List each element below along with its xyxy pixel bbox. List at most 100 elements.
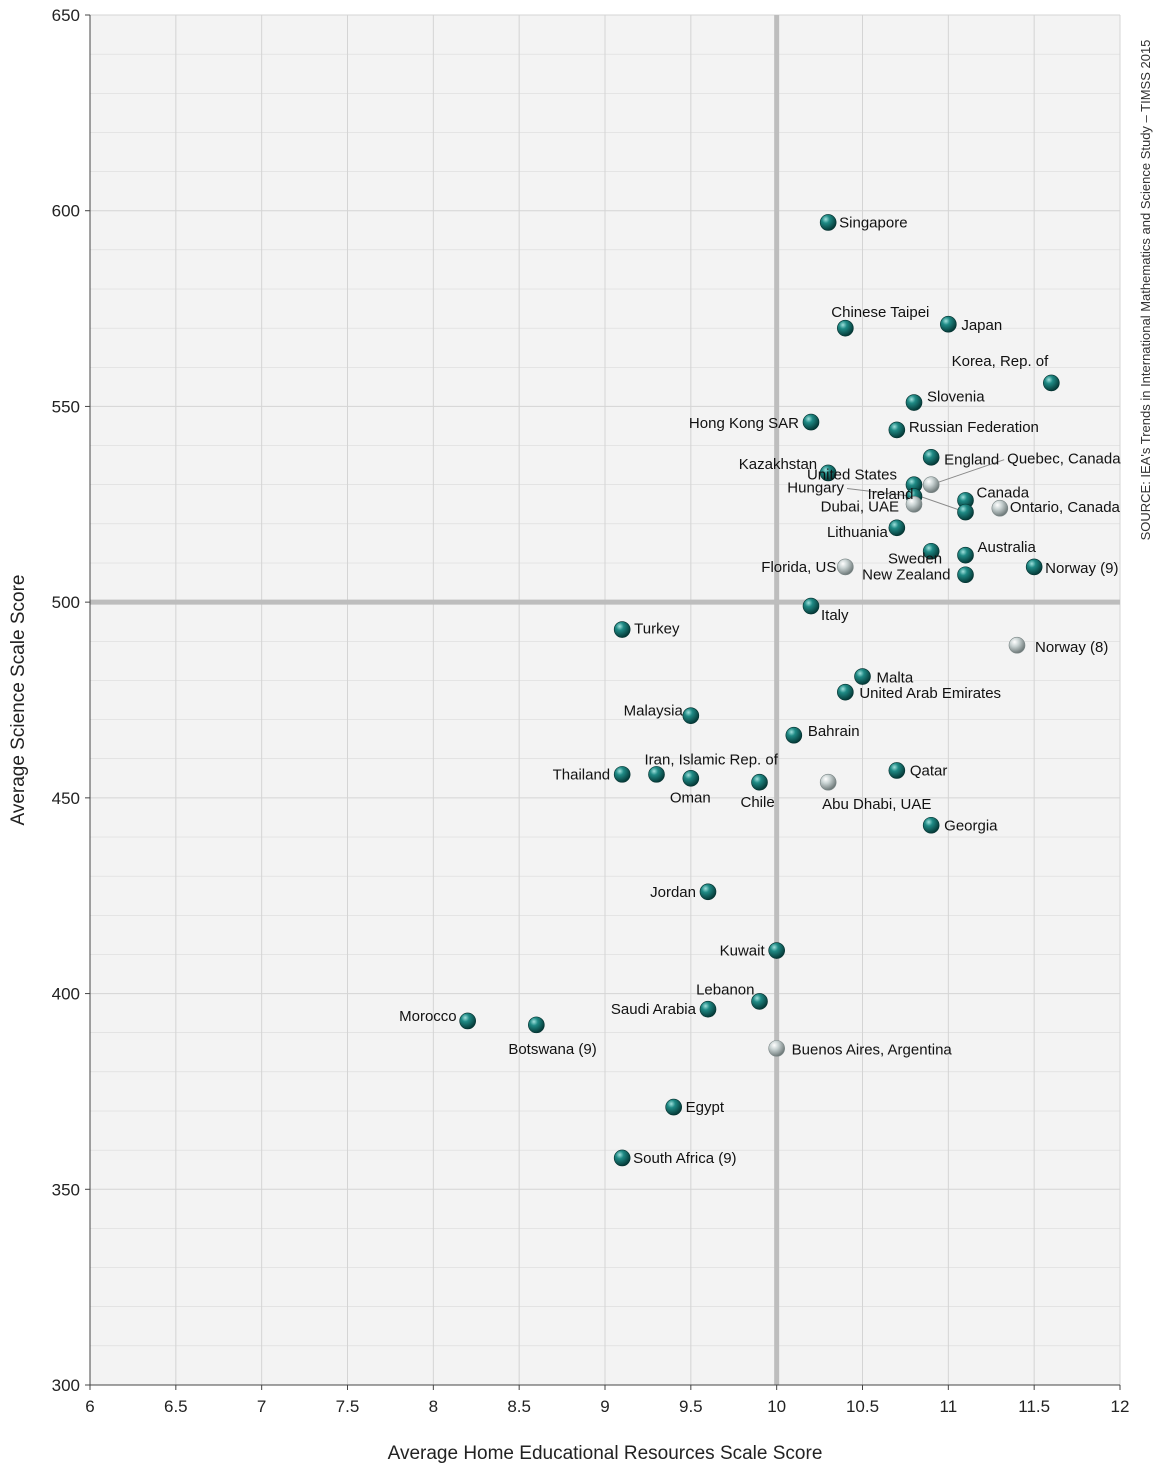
data-point bbox=[922, 476, 940, 494]
data-point bbox=[957, 546, 974, 564]
data-point bbox=[1008, 636, 1026, 654]
data-point bbox=[819, 464, 837, 482]
data-point bbox=[751, 993, 768, 1010]
data-label: Oman bbox=[670, 789, 711, 806]
data-label: Australia bbox=[978, 539, 1037, 556]
x-tick-label: 9 bbox=[600, 1397, 609, 1416]
data-label: Egypt bbox=[686, 1099, 725, 1116]
y-tick-label: 350 bbox=[52, 1180, 80, 1199]
y-tick-label: 650 bbox=[52, 6, 80, 25]
x-tick-label: 12 bbox=[1111, 1397, 1130, 1416]
data-point bbox=[1043, 374, 1060, 392]
data-label: Quebec, Canada bbox=[1007, 451, 1121, 468]
data-label: Georgia bbox=[944, 817, 998, 834]
data-point bbox=[905, 495, 923, 513]
data-label: Lithuania bbox=[827, 524, 889, 541]
leader-lines bbox=[846, 459, 1005, 513]
data-point bbox=[888, 421, 906, 439]
y-tick-label: 450 bbox=[52, 789, 80, 808]
data-point bbox=[819, 214, 837, 231]
data-label: Abu Dhabi, UAE bbox=[822, 796, 931, 813]
data-label: Chile bbox=[741, 794, 775, 811]
data-points bbox=[459, 214, 1060, 1167]
data-label: New Zealand bbox=[862, 567, 950, 584]
data-point bbox=[751, 773, 768, 791]
data-label: Saudi Arabia bbox=[611, 1001, 697, 1018]
data-point bbox=[459, 1012, 476, 1030]
data-label: Hungary bbox=[787, 479, 844, 496]
data-point bbox=[528, 1016, 545, 1034]
x-tick-label: 10.5 bbox=[846, 1397, 879, 1416]
data-point bbox=[905, 394, 923, 411]
data-label: Botswana (9) bbox=[508, 1041, 596, 1058]
x-tick-label: 6.5 bbox=[164, 1397, 188, 1416]
x-tick-label: 7 bbox=[257, 1397, 266, 1416]
data-label: Korea, Rep. of bbox=[952, 353, 1050, 370]
reference-lines bbox=[90, 15, 1120, 1385]
data-label: Thailand bbox=[553, 766, 611, 783]
leader-line bbox=[931, 459, 1005, 486]
data-label: Sweden bbox=[888, 550, 942, 567]
source-note: SOURCE: IEA's Trends in International Ma… bbox=[1138, 40, 1153, 541]
data-point bbox=[699, 1000, 717, 1018]
x-tick-label: 9.5 bbox=[679, 1397, 703, 1416]
data-point bbox=[802, 413, 820, 431]
axes: 6 6.5 7 7.5 8 8.5 9 9.5 10 10.5 11 11.5 12 300 350 400 4… bbox=[52, 6, 1130, 1416]
data-point bbox=[957, 503, 974, 521]
y-axis-title: Average Science Scale Score bbox=[8, 574, 29, 825]
leader-line bbox=[846, 487, 915, 497]
data-label: United Arab Emirates bbox=[859, 685, 1001, 702]
x-tick-label: 6 bbox=[85, 1397, 94, 1416]
data-label: Bahrain bbox=[808, 723, 860, 740]
data-point bbox=[854, 668, 871, 685]
data-label: Qatar bbox=[910, 762, 948, 779]
data-label: Japan bbox=[961, 317, 1002, 334]
data-label: Turkey bbox=[634, 621, 680, 638]
data-label: Florida, US bbox=[761, 559, 836, 576]
data-point bbox=[665, 1098, 682, 1116]
y-tick-label: 500 bbox=[52, 593, 80, 612]
data-label: Russian Federation bbox=[909, 419, 1039, 436]
x-tick-label: 10 bbox=[767, 1397, 786, 1416]
y-tick-label: 600 bbox=[52, 202, 80, 221]
data-label: Jordan bbox=[650, 884, 696, 901]
data-label: South Africa (9) bbox=[633, 1150, 736, 1167]
grid bbox=[89, 14, 1121, 1386]
data-point bbox=[991, 499, 1009, 517]
data-point bbox=[922, 816, 940, 834]
data-label: Singapore bbox=[839, 214, 907, 231]
x-axis-title: Average Home Educational Resources Scale… bbox=[388, 1443, 823, 1464]
y-tick-label: 400 bbox=[52, 985, 80, 1004]
x-tick-label: 11.5 bbox=[1018, 1397, 1050, 1416]
data-point bbox=[888, 519, 906, 537]
data-label: Canada bbox=[977, 484, 1030, 501]
data-point bbox=[922, 542, 940, 560]
data-label: Malta bbox=[877, 670, 914, 687]
data-point bbox=[888, 762, 906, 779]
data-label: Norway (9) bbox=[1045, 560, 1118, 577]
x-tick-label: 11 bbox=[940, 1397, 958, 1416]
data-point bbox=[768, 942, 785, 959]
data-point bbox=[699, 883, 717, 901]
data-point bbox=[922, 449, 940, 466]
x-tick-label: 8.5 bbox=[507, 1397, 531, 1416]
data-point bbox=[613, 621, 631, 638]
data-point bbox=[1025, 558, 1043, 576]
data-point bbox=[819, 773, 837, 791]
data-point bbox=[837, 683, 854, 701]
data-point bbox=[682, 707, 700, 724]
data-point bbox=[613, 766, 631, 783]
data-label: United States bbox=[807, 467, 897, 484]
data-label: Iran, Islamic Rep. of bbox=[645, 751, 779, 768]
data-point bbox=[648, 766, 665, 783]
data-label: Chinese Taipei bbox=[831, 304, 929, 321]
data-point bbox=[957, 566, 974, 584]
data-point bbox=[613, 1149, 631, 1167]
data-point bbox=[940, 315, 957, 333]
data-label: Norway (8) bbox=[1035, 639, 1108, 656]
data-label: Morocco bbox=[399, 1008, 457, 1025]
data-label: Dubai, UAE bbox=[821, 498, 899, 515]
data-label: Ireland bbox=[868, 486, 914, 503]
